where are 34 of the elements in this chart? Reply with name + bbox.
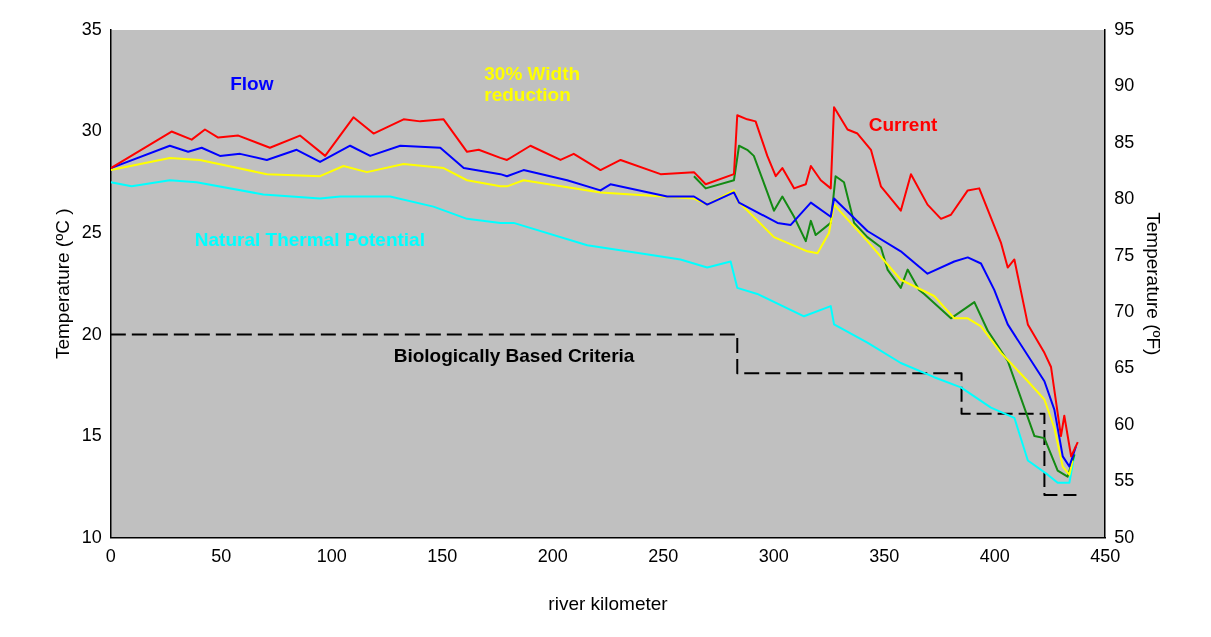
y-tick-label: 35 bbox=[81, 18, 102, 39]
y-tick-label: 15 bbox=[81, 425, 102, 446]
x-tick-label: 250 bbox=[648, 546, 679, 567]
y2-tick-label: 95 bbox=[1114, 18, 1135, 39]
text: Flow bbox=[230, 73, 274, 95]
x-axis-title: river kilometer bbox=[548, 592, 669, 614]
y2-tick-label: 85 bbox=[1114, 131, 1135, 152]
y2-tick-label: 50 bbox=[1114, 526, 1135, 547]
y2-tick-label: 55 bbox=[1114, 470, 1135, 491]
x-tick-label: 200 bbox=[537, 546, 568, 567]
y2-tick-label: 90 bbox=[1114, 75, 1135, 96]
x-tick-label: 0 bbox=[105, 546, 116, 567]
y-tick-label: 30 bbox=[81, 120, 102, 141]
series-label: Current bbox=[868, 113, 939, 135]
series-label: Natural Thermal Potential bbox=[194, 229, 425, 251]
y2-tick-label: 75 bbox=[1114, 244, 1135, 265]
y2-tick-label: 70 bbox=[1114, 300, 1135, 321]
y2-tick-label: 65 bbox=[1114, 357, 1135, 378]
y-axis-title: Temperature (ºC ) bbox=[51, 208, 73, 360]
series-label: Biologically Based Criteria bbox=[393, 345, 635, 367]
x-tick-label: 50 bbox=[211, 546, 232, 567]
x-tick-label: 100 bbox=[316, 546, 347, 567]
x-tick-label: 450 bbox=[1090, 546, 1121, 567]
y2-tick-label: 80 bbox=[1114, 188, 1135, 209]
y-tick-label: 25 bbox=[81, 222, 102, 243]
y-tick-label: 20 bbox=[81, 323, 102, 344]
y-tick-label: 10 bbox=[81, 526, 102, 547]
x-tick-label: 400 bbox=[979, 546, 1010, 567]
text: 30% Width reduction bbox=[484, 62, 581, 105]
x-tick-label: 300 bbox=[758, 546, 789, 567]
y2-axis-title: Temperature (ºF) bbox=[1143, 212, 1165, 356]
x-tick-label: 350 bbox=[869, 546, 900, 567]
x-tick-label: 150 bbox=[427, 546, 458, 567]
y2-tick-label: 60 bbox=[1114, 413, 1135, 434]
